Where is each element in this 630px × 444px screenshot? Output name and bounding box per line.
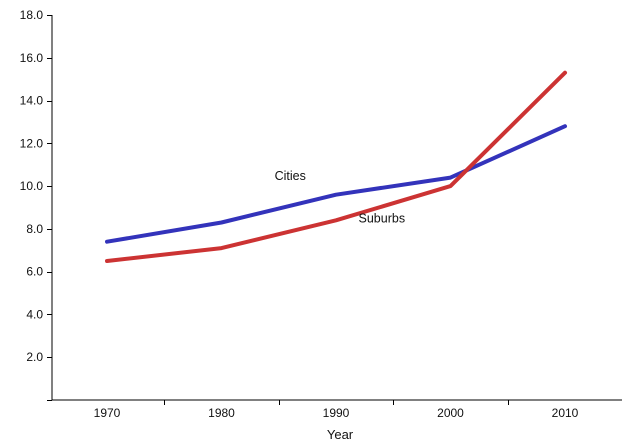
y-tick-label: 10.0 <box>20 179 44 193</box>
y-tick-label: 12.0 <box>20 136 44 150</box>
y-tick-label: 2.0 <box>26 350 43 364</box>
series-label-suburbs: Suburbs <box>359 212 406 226</box>
x-tick-label: 2010 <box>552 406 579 420</box>
y-tick-label: 16.0 <box>20 51 44 65</box>
x-axis-ticks: 1970 1980 1990 2000 2010 <box>94 400 579 420</box>
y-tick-label: 18.0 <box>20 8 44 22</box>
x-tick-label: 1970 <box>94 406 121 420</box>
y-axis-ticks: 2.0 4.0 6.0 8.0 10.0 12.0 14.0 16.0 18.0 <box>20 8 52 401</box>
y-tick-label: 6.0 <box>26 265 43 279</box>
x-tick-label: 1990 <box>323 406 350 420</box>
x-tick-label: 1980 <box>208 406 235 420</box>
axes <box>51 15 622 401</box>
y-tick-label: 4.0 <box>26 307 43 321</box>
x-tick-label: 2000 <box>437 406 464 420</box>
series-group: Cities Suburbs <box>105 70 567 263</box>
series-line-cities <box>105 124 567 244</box>
series-line-suburbs <box>105 70 567 263</box>
y-tick-label: 8.0 <box>26 222 43 236</box>
x-axis-title: Year <box>327 427 354 442</box>
series-label-cities: Cities <box>275 169 306 183</box>
y-tick-label: 14.0 <box>20 94 44 108</box>
